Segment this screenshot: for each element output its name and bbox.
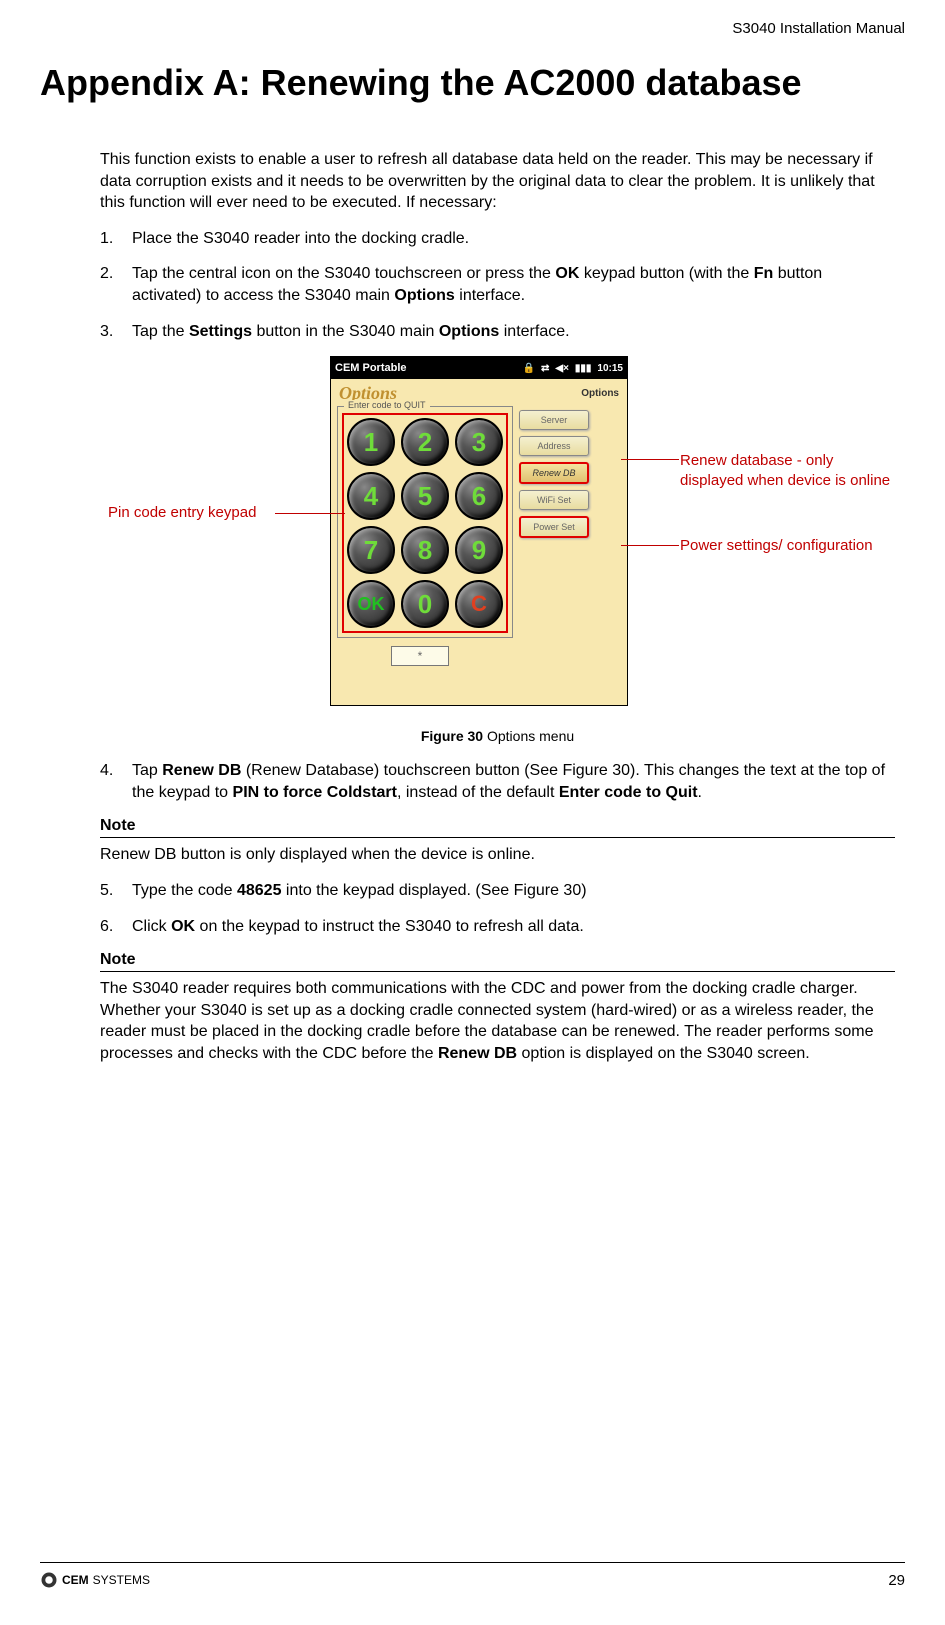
callout-line bbox=[621, 545, 679, 546]
step-3: 3. Tap the Settings button in the S3040 … bbox=[100, 321, 895, 343]
step-number: 4. bbox=[100, 760, 113, 782]
statusbar-icons: 🔒 ⇄ ◀× ▮▮▮ 10:15 bbox=[523, 363, 623, 374]
footer-logo-text: CEM bbox=[62, 1573, 89, 1587]
keypad-key-0[interactable]: 0 bbox=[401, 580, 449, 628]
step-text: Click bbox=[132, 918, 171, 935]
keypad-key-4[interactable]: 4 bbox=[347, 472, 395, 520]
step-text: keypad button (with the bbox=[579, 265, 753, 282]
step-6: 6. Click OK on the keypad to instruct th… bbox=[100, 916, 895, 938]
step-text: . bbox=[698, 784, 702, 801]
steps-list-continued: 4. Tap Renew DB (Renew Database) touchsc… bbox=[100, 760, 895, 803]
step-2: 2. Tap the central icon on the S3040 tou… bbox=[100, 263, 895, 306]
step-bold: PIN to force Coldstart bbox=[233, 784, 397, 801]
note-heading: Note bbox=[100, 951, 895, 969]
step-5: 5. Type the code 48625 into the keypad d… bbox=[100, 880, 895, 902]
step-text: on the keypad to instruct the S3040 to r… bbox=[195, 918, 584, 935]
battery-icon: ▮▮▮ bbox=[575, 363, 592, 374]
keypad-key-3[interactable]: 3 bbox=[455, 418, 503, 466]
device-statusbar: CEM Portable 🔒 ⇄ ◀× ▮▮▮ 10:15 bbox=[331, 357, 627, 379]
callout-line bbox=[275, 513, 345, 514]
statusbar-title: CEM Portable bbox=[335, 362, 407, 374]
step-text: Tap the central icon on the S3040 touchs… bbox=[132, 265, 555, 282]
keypad-legend: Enter code to QUIT bbox=[344, 400, 430, 410]
options-small-label: Options bbox=[581, 388, 619, 399]
keypad-key-1[interactable]: 1 bbox=[347, 418, 395, 466]
step-text: interface. bbox=[499, 323, 569, 340]
keypad-highlight: 1 2 3 4 5 6 7 8 9 OK 0 C bbox=[342, 413, 508, 633]
lock-icon: 🔒 bbox=[523, 363, 535, 374]
step-bold: Fn bbox=[754, 265, 774, 282]
page-number: 29 bbox=[888, 1572, 905, 1589]
address-button[interactable]: Address bbox=[519, 436, 589, 456]
step-bold: OK bbox=[555, 265, 579, 282]
step-bold: 48625 bbox=[237, 882, 282, 899]
wifi-set-button[interactable]: WiFi Set bbox=[519, 490, 589, 510]
power-set-button[interactable]: Power Set bbox=[519, 516, 589, 538]
step-bold: Options bbox=[439, 323, 499, 340]
step-1: 1. Place the S3040 reader into the docki… bbox=[100, 228, 895, 250]
footer-logo: CEM SYSTEMS bbox=[40, 1571, 150, 1589]
page-footer: CEM SYSTEMS 29 bbox=[40, 1562, 905, 1589]
keypad-key-9[interactable]: 9 bbox=[455, 526, 503, 574]
step-text: Tap the bbox=[132, 323, 189, 340]
steps-list: 1. Place the S3040 reader into the docki… bbox=[100, 228, 895, 342]
figure-caption-text: Options menu bbox=[483, 728, 574, 744]
note-rule bbox=[100, 837, 895, 838]
note-body: Renew DB button is only displayed when t… bbox=[100, 844, 895, 866]
keypad-key-8[interactable]: 8 bbox=[401, 526, 449, 574]
server-button[interactable]: Server bbox=[519, 410, 589, 430]
intro-paragraph: This function exists to enable a user to… bbox=[100, 149, 895, 214]
step-text: Tap bbox=[132, 762, 162, 779]
note-text: option is displayed on the S3040 screen. bbox=[517, 1045, 810, 1062]
step-number: 2. bbox=[100, 263, 113, 285]
step-number: 3. bbox=[100, 321, 113, 343]
keypad-key-c[interactable]: C bbox=[455, 580, 503, 628]
device-screenshot: CEM Portable 🔒 ⇄ ◀× ▮▮▮ 10:15 Options Op… bbox=[330, 356, 628, 706]
doc-header: S3040 Installation Manual bbox=[40, 20, 905, 37]
figure-number: Figure 30 bbox=[421, 728, 483, 744]
step-bold: Options bbox=[394, 287, 454, 304]
keypad-key-2[interactable]: 2 bbox=[401, 418, 449, 466]
footer-logo-text-2: SYSTEMS bbox=[93, 1573, 150, 1587]
callout-keypad: Pin code entry keypad bbox=[108, 504, 256, 521]
step-text: interface. bbox=[455, 287, 525, 304]
callout-line bbox=[621, 459, 679, 460]
step-text: , instead of the default bbox=[397, 784, 559, 801]
note-bold: Renew DB bbox=[438, 1045, 517, 1062]
steps-list-continued-2: 5. Type the code 48625 into the keypad d… bbox=[100, 880, 895, 937]
step-text: into the keypad displayed. (See Figure 3… bbox=[281, 882, 586, 899]
keypad-key-6[interactable]: 6 bbox=[455, 472, 503, 520]
step-text: button in the S3040 main bbox=[252, 323, 439, 340]
figure-30: CEM Portable 🔒 ⇄ ◀× ▮▮▮ 10:15 Options Op… bbox=[100, 356, 895, 716]
keypad-fieldset: Enter code to QUIT 1 2 3 4 5 6 7 8 9 OK … bbox=[337, 406, 513, 638]
keypad-key-5[interactable]: 5 bbox=[401, 472, 449, 520]
side-button-column: Server Address Renew DB WiFi Set Power S… bbox=[519, 406, 589, 538]
figure-caption: Figure 30 Options menu bbox=[100, 728, 895, 744]
star-indicator: * bbox=[391, 646, 449, 666]
step-number: 6. bbox=[100, 916, 113, 938]
step-number: 1. bbox=[100, 228, 113, 250]
step-number: 5. bbox=[100, 880, 113, 902]
volume-icon: ◀× bbox=[555, 363, 569, 374]
step-text: Type the code bbox=[132, 882, 237, 899]
note-rule bbox=[100, 971, 895, 972]
step-text: Place the S3040 reader into the docking … bbox=[132, 230, 469, 247]
logo-icon bbox=[40, 1571, 58, 1589]
keypad-key-ok[interactable]: OK bbox=[347, 580, 395, 628]
step-bold: Enter code to Quit bbox=[559, 784, 698, 801]
keypad-key-7[interactable]: 7 bbox=[347, 526, 395, 574]
statusbar-time: 10:15 bbox=[597, 363, 623, 374]
note-body: The S3040 reader requires both communica… bbox=[100, 978, 895, 1064]
step-bold: OK bbox=[171, 918, 195, 935]
step-4: 4. Tap Renew DB (Renew Database) touchsc… bbox=[100, 760, 895, 803]
callout-renew-db: Renew database - only displayed when dev… bbox=[680, 451, 900, 490]
note-heading: Note bbox=[100, 817, 895, 835]
step-bold: Settings bbox=[189, 323, 252, 340]
callout-power-set: Power settings/ configuration bbox=[680, 536, 880, 556]
sync-icon: ⇄ bbox=[541, 363, 549, 374]
renew-db-button[interactable]: Renew DB bbox=[519, 462, 589, 484]
step-bold: Renew DB bbox=[162, 762, 241, 779]
page-title: Appendix A: Renewing the AC2000 database bbox=[40, 62, 905, 104]
